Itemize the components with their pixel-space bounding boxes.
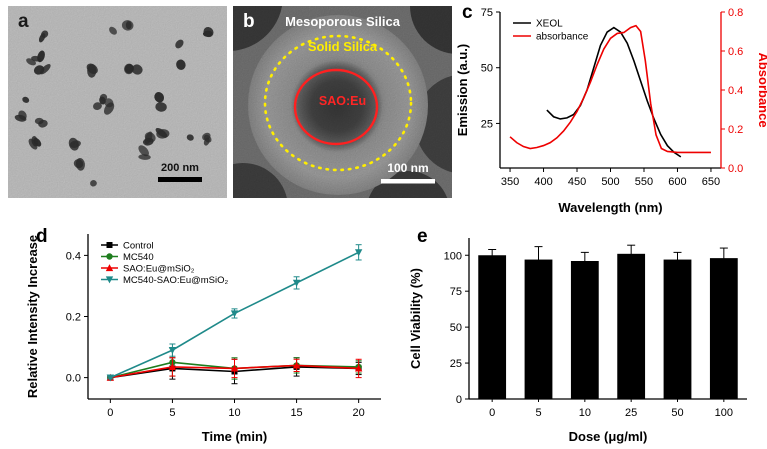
svg-text:0.4: 0.4 (728, 85, 743, 97)
tem-particle-image (173, 0, 515, 255)
svg-text:MC540-SAO:Eu@mSiO₂: MC540-SAO:Eu@mSiO₂ (123, 275, 229, 286)
svg-text:25: 25 (625, 407, 637, 419)
svg-text:25: 25 (481, 118, 493, 130)
svg-text:absorbance: absorbance (536, 32, 589, 43)
sao-eu-core-outline (293, 68, 379, 146)
svg-text:Dose (μg/ml): Dose (μg/ml) (569, 429, 648, 444)
svg-text:0: 0 (489, 407, 495, 419)
svg-text:0.2: 0.2 (66, 312, 81, 324)
svg-text:MC540: MC540 (123, 252, 154, 263)
svg-text:20: 20 (353, 407, 365, 419)
svg-text:650: 650 (702, 176, 720, 188)
svg-text:50: 50 (671, 407, 683, 419)
cell-viability-chart: 0 25 50 75 100 0 5 10 25 50 100 Dose (μg/ml) Cell Vi… (405, 224, 765, 449)
svg-text:Wavelength (nm): Wavelength (nm) (558, 200, 662, 215)
svg-text:0: 0 (456, 394, 462, 406)
svg-text:75: 75 (450, 286, 462, 298)
sao-eu-label: SAO:Eu (318, 94, 367, 108)
svg-text:5: 5 (169, 407, 175, 419)
svg-text:0.6: 0.6 (728, 46, 743, 58)
scalebar-a (158, 177, 202, 182)
svg-text:5: 5 (535, 407, 541, 419)
svg-text:Emission (a.u.): Emission (a.u.) (455, 44, 470, 136)
tem-particle-panel: Mesoporous Silica Solid Silica SAO:Eu 10… (173, 0, 515, 255)
svg-text:10: 10 (228, 407, 240, 419)
svg-text:350: 350 (501, 176, 519, 188)
svg-text:0.0: 0.0 (728, 163, 743, 175)
svg-text:0.2: 0.2 (728, 124, 743, 136)
panel-letter-b: b (243, 11, 255, 32)
svg-text:0: 0 (107, 407, 113, 419)
solid-silica-label: Solid Silica (307, 39, 378, 54)
mesoporous-silica-label: Mesoporous Silica (285, 14, 400, 29)
tem-overview-panel: 200 nm a (8, 6, 227, 198)
panel-letter-a: a (18, 11, 29, 32)
svg-text:15: 15 (290, 407, 302, 419)
svg-text:Cell Viability (%): Cell Viability (%) (408, 268, 423, 369)
svg-text:400: 400 (534, 176, 552, 188)
svg-text:0.8: 0.8 (728, 7, 743, 19)
svg-text:XEOL: XEOL (536, 19, 563, 30)
scalebar-b (381, 179, 435, 184)
panel-letter-d: d (36, 226, 48, 247)
svg-text:Control: Control (123, 241, 154, 252)
svg-text:Relative Intensity Increase: Relative Intensity Increase (25, 235, 40, 398)
svg-text:500: 500 (601, 176, 619, 188)
xeol-absorbance-chart: 350 400 450 500 550 600 650 25 50 75 0.0 0.2 0.4 0.6 0… (452, 0, 767, 220)
solid-silica-outline (263, 34, 413, 172)
svg-text:25: 25 (450, 358, 462, 370)
tem-overview-image (8, 6, 227, 198)
svg-text:75: 75 (481, 7, 493, 19)
svg-text:0.0: 0.0 (66, 373, 81, 385)
panel-letter-e: e (417, 226, 428, 247)
scalebar-label-b: 100 nm (387, 161, 429, 175)
svg-text:50: 50 (450, 322, 462, 334)
svg-text:550: 550 (635, 176, 653, 188)
panel-letter-c: c (462, 2, 473, 23)
svg-text:Time (min): Time (min) (202, 429, 268, 444)
svg-text:600: 600 (668, 176, 686, 188)
svg-text:100: 100 (444, 250, 462, 262)
svg-text:SAO:Eu@mSiO₂: SAO:Eu@mSiO₂ (123, 264, 195, 275)
svg-text:50: 50 (481, 63, 493, 75)
svg-text:Absorbance: Absorbance (756, 52, 767, 127)
svg-text:100: 100 (715, 407, 733, 419)
scalebar-label-a: 200 nm (161, 162, 199, 174)
intensity-time-chart: 0 5 10 15 20 0.0 0.2 0.4 Time (min) Relative Inte… (22, 224, 397, 449)
svg-text:10: 10 (579, 407, 591, 419)
svg-text:0.4: 0.4 (66, 250, 81, 262)
svg-text:450: 450 (568, 176, 586, 188)
